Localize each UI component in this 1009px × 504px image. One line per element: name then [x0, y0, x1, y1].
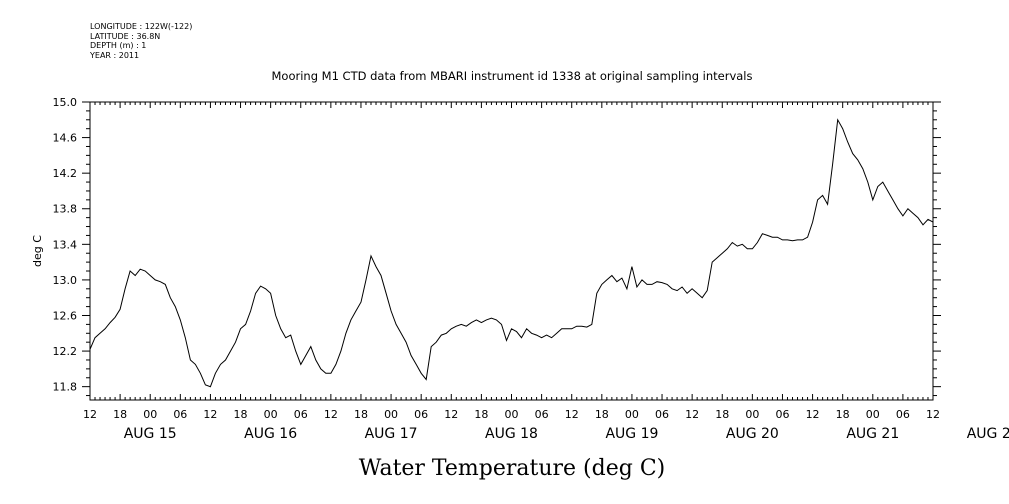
x-tick-label: 18	[595, 408, 609, 421]
chart-title: Mooring M1 CTD data from MBARI instrumen…	[272, 69, 753, 83]
y-tick-label: 14.2	[53, 167, 78, 180]
day-label: AUG 16	[244, 426, 297, 442]
day-label: AUG 22	[967, 426, 1009, 442]
depth-label: DEPTH (m) : 1	[90, 41, 147, 51]
x-tick-label: 12	[444, 408, 458, 421]
y-tick-label: 12.2	[53, 345, 78, 358]
x-tick-label: 12	[926, 408, 940, 421]
day-label: AUG 18	[485, 426, 538, 442]
x-tick-label: 12	[685, 408, 699, 421]
x-tick-label: 06	[896, 408, 910, 421]
x-tick-label: 06	[775, 408, 789, 421]
y-tick-label: 14.6	[53, 132, 78, 145]
x-tick-label: 12	[565, 408, 579, 421]
y-axis-label: deg C	[31, 235, 44, 267]
water-temperature-line	[89, 118, 934, 388]
x-tick-label: 18	[354, 408, 368, 421]
x-tick-label: 12	[324, 408, 338, 421]
year-label: YEAR : 2011	[90, 50, 140, 60]
latitude-label: LATITUDE : 36.8N	[90, 31, 161, 41]
x-tick-label: 18	[836, 408, 850, 421]
x-tick-label: 00	[143, 408, 157, 421]
y-tick-label: 13.4	[53, 238, 78, 251]
x-tick-label: 18	[715, 408, 729, 421]
x-axis-label: Water Temperature (deg C)	[359, 456, 666, 481]
x-tick-label: 00	[384, 408, 398, 421]
longitude-label: LONGITUDE : 122W(-122)	[90, 22, 193, 31]
x-tick-label: 00	[505, 408, 519, 421]
x-tick-label: 06	[655, 408, 669, 421]
y-tick-label: 13.0	[53, 274, 78, 287]
station-metadata: LONGITUDE : 122W(-122) LATITUDE : 36.8N …	[90, 22, 192, 60]
x-tick-label: 06	[414, 408, 428, 421]
y-tick-label: 15.0	[53, 96, 78, 109]
axis-ticks	[82, 101, 941, 400]
x-tick-label: 00	[264, 408, 278, 421]
x-tick-label: 00	[745, 408, 759, 421]
day-label: AUG 21	[846, 426, 899, 442]
day-label: AUG 19	[605, 426, 658, 442]
x-tick-label: 06	[535, 408, 549, 421]
x-tick-label: 00	[625, 408, 639, 421]
day-labels: AUG 15 AUG 16 AUG 17 AUG 18 AUG 19 AUG 20 AUG …	[124, 426, 1009, 442]
y-tick-labels: 11.8 12.2 12.6 13.0 13.4 13.8 14.2 14.6 15.0	[53, 96, 78, 394]
y-tick-label: 11.8	[53, 381, 78, 394]
x-tick-label: 12	[203, 408, 217, 421]
x-tick-label: 00	[866, 408, 880, 421]
x-tick-label: 12	[83, 408, 97, 421]
y-tick-label: 13.8	[53, 203, 78, 216]
x-tick-label: 12	[806, 408, 820, 421]
x-tick-labels: 12 18 00 06 12 18 00 06 12 18 00 06 12 18 00 06 12 18 00 06…	[83, 408, 940, 421]
x-tick-label: 18	[113, 408, 127, 421]
x-tick-label: 18	[474, 408, 488, 421]
day-label: AUG 20	[726, 426, 779, 442]
plot-frame	[89, 101, 934, 401]
day-label: AUG 17	[365, 426, 418, 442]
y-tick-label: 12.6	[53, 309, 78, 322]
x-tick-label: 18	[234, 408, 248, 421]
day-label: AUG 15	[124, 426, 177, 442]
x-tick-label: 06	[173, 408, 187, 421]
x-tick-label: 06	[294, 408, 308, 421]
